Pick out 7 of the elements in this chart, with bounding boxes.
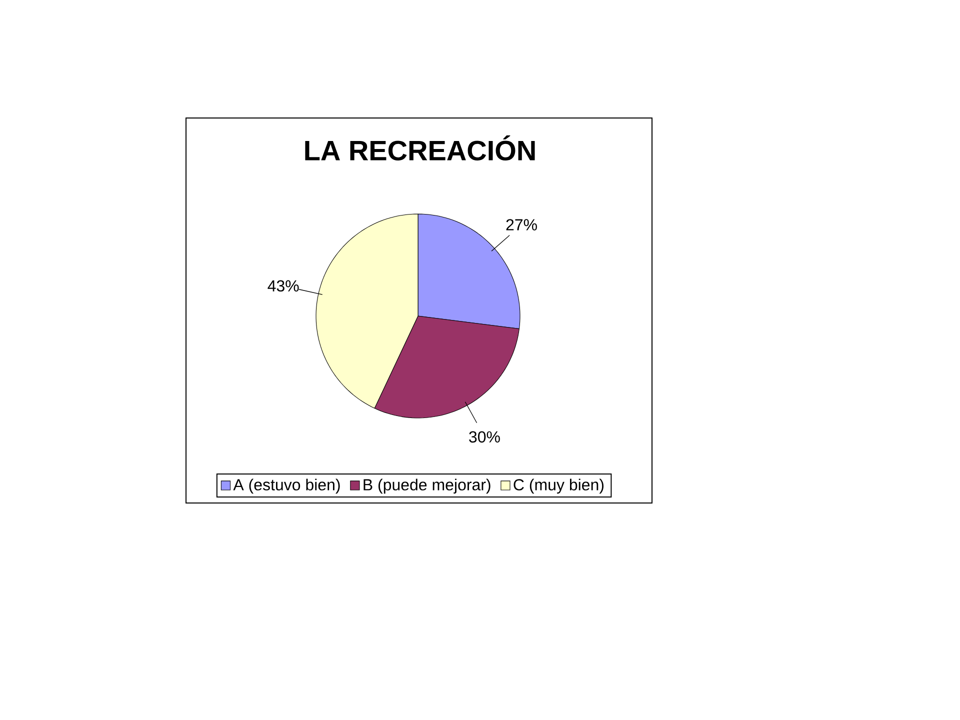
data-label: 43% xyxy=(268,280,299,292)
data-label: 27% xyxy=(506,219,537,230)
data-label: 30% xyxy=(469,431,500,443)
legend-label: B (puede mejorar) xyxy=(364,478,490,494)
legend-label: A (estuvo bien) xyxy=(233,478,340,494)
chart-title: LA RECREACIÓN xyxy=(305,135,535,161)
legend-label: C (muy bien) xyxy=(514,478,604,494)
